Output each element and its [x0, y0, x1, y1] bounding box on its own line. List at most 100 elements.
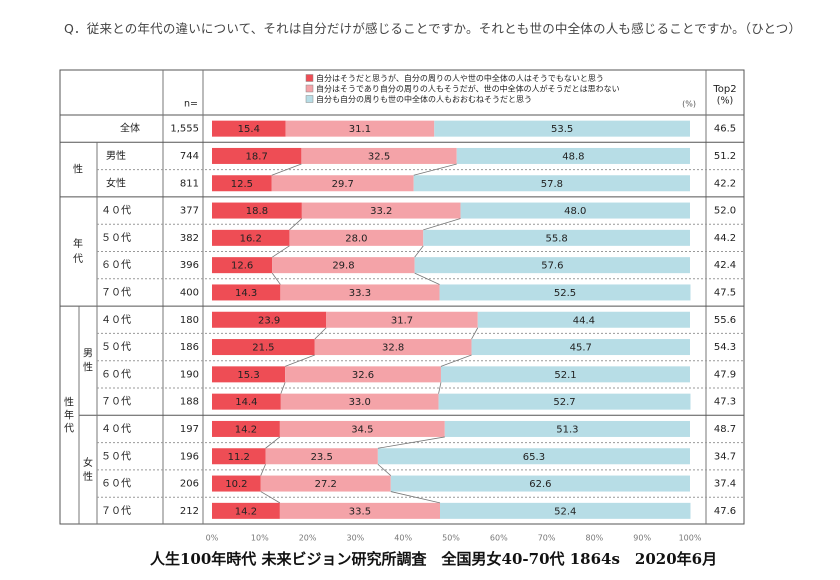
row-label: ５０代 — [101, 232, 131, 244]
bar-segment-1 — [212, 502, 280, 519]
x-tick-label: 0% — [206, 534, 219, 543]
bar-data-label: 52.1 — [554, 370, 576, 381]
segment-connector — [271, 272, 281, 285]
row-top2-value: 47.3 — [714, 397, 736, 408]
bar-segment-1 — [212, 420, 280, 437]
row-n-value: 396 — [180, 260, 199, 271]
bar-segment-2 — [285, 366, 441, 383]
row-n-value: 400 — [180, 287, 199, 298]
bar-segment-2 — [301, 202, 461, 219]
x-tick-label: 40% — [394, 534, 412, 543]
bar-data-label: 23.9 — [258, 315, 280, 326]
bar-data-label: 48.8 — [562, 151, 584, 162]
x-tick-label: 70% — [538, 534, 556, 543]
row-label: ４０代 — [101, 314, 131, 326]
bar-segment-2 — [272, 257, 415, 274]
group-label-sexage: 性 — [64, 395, 74, 408]
row-label: ７０代 — [101, 396, 131, 408]
bar-segment-1 — [212, 202, 302, 219]
segment-connector — [377, 463, 392, 476]
segment-connector — [260, 464, 266, 476]
bar-data-label: 14.2 — [235, 506, 257, 517]
bar-data-label: 28.0 — [345, 233, 367, 244]
table-frame — [59, 69, 745, 525]
row-top2-value: 42.2 — [714, 178, 736, 189]
row-top2-value: 54.3 — [714, 342, 736, 353]
bar-data-label: 14.3 — [235, 288, 257, 299]
row-top2-value: 48.7 — [714, 424, 736, 435]
row-label: ６０代 — [101, 478, 131, 490]
bar-data-label: 33.0 — [349, 397, 371, 408]
row-n-value: 377 — [180, 206, 199, 217]
bar-data-label: 33.2 — [370, 206, 392, 217]
bar-data-label: 52.7 — [553, 397, 575, 408]
bar-data-label: 16.2 — [240, 233, 262, 244]
row-label: ５０代 — [101, 341, 131, 353]
bar-data-label: 21.5 — [252, 343, 274, 354]
bar-segment-3 — [460, 202, 690, 219]
n-header: n= — [184, 99, 198, 110]
segment-connector — [423, 218, 461, 231]
row-top2-value: 47.9 — [714, 369, 736, 380]
group-label-male: 性 — [83, 361, 93, 374]
row-n-value: 180 — [180, 315, 199, 326]
bar-segment-1 — [212, 175, 272, 192]
bar-segment-1 — [212, 339, 315, 356]
top2-header: Top2 — [712, 84, 736, 95]
row-n-value: 188 — [180, 397, 199, 408]
bar-segment-3 — [414, 257, 690, 274]
bar-segment-3 — [439, 284, 691, 301]
bar-segment-1 — [212, 393, 281, 410]
group-label-sexage: 代 — [64, 422, 74, 434]
bar-data-label: 34.5 — [351, 424, 373, 435]
bar-data-label: 12.5 — [231, 179, 253, 190]
group-label-age: 代 — [73, 253, 83, 265]
row-n-value: 196 — [180, 451, 199, 462]
row-n-value: 206 — [180, 479, 199, 490]
segment-connector — [377, 436, 445, 449]
bar-segment-1 — [212, 311, 327, 328]
segment-connector — [440, 354, 472, 367]
x-tick-label: 30% — [347, 534, 365, 543]
bar-data-label: 48.0 — [564, 206, 586, 217]
group-label-male: 男 — [83, 348, 93, 360]
segment-connector — [413, 163, 457, 176]
row-label: ５０代 — [101, 450, 131, 462]
segment-connector — [289, 218, 303, 231]
row-top2-value: 42.4 — [714, 260, 736, 271]
bar-data-label: 65.3 — [523, 452, 545, 463]
bar-data-label: 32.6 — [352, 370, 374, 381]
bar-segment-3 — [434, 120, 690, 137]
bar-segment-2 — [271, 175, 414, 192]
bar-segment-2 — [260, 475, 391, 492]
bar-data-label: 29.8 — [332, 261, 354, 272]
segment-connector — [280, 382, 286, 394]
bar-segment-2 — [280, 284, 440, 301]
bar-segment-2 — [301, 147, 457, 164]
bar-data-label: 12.6 — [231, 261, 253, 272]
row-label: 女性 — [106, 176, 126, 189]
x-tick-label: 10% — [251, 534, 269, 543]
row-label: ４０代 — [101, 205, 131, 217]
bar-data-label: 15.4 — [238, 124, 260, 135]
bar-data-label: 57.8 — [541, 179, 563, 190]
row-top2-value: 46.5 — [714, 124, 736, 135]
x-tick-label: 50% — [442, 534, 460, 543]
bar-segment-3 — [471, 339, 690, 356]
bar-data-label: 33.5 — [349, 506, 371, 517]
legend-swatch-3 — [305, 95, 314, 103]
bar-data-label: 11.2 — [228, 452, 250, 463]
row-top2-value: 52.0 — [714, 206, 736, 217]
group-label-sexage: 年 — [64, 408, 74, 421]
question-text: Q．従来との年代の違いについて、それは自分だけが感じることですか。それとも世の中… — [64, 21, 802, 36]
bar-data-label: 53.5 — [551, 124, 573, 135]
bar-segment-3 — [413, 175, 690, 192]
x-tick-label: 20% — [299, 534, 317, 543]
row-n-value: 186 — [180, 342, 199, 353]
x-tick-label: 80% — [586, 534, 604, 543]
legend-label-2: 自分はそうであり自分の周りの人もそうだが、世の中全体の人がそうだとは思わない — [316, 84, 620, 94]
bar-data-label: 32.5 — [368, 151, 390, 162]
survey-footer: 人生100年時代 未来ビジョン研究所調査 全国男女40-70代 1864s 20… — [150, 550, 718, 568]
segment-connector — [271, 163, 302, 176]
bar-segment-2 — [280, 393, 439, 410]
